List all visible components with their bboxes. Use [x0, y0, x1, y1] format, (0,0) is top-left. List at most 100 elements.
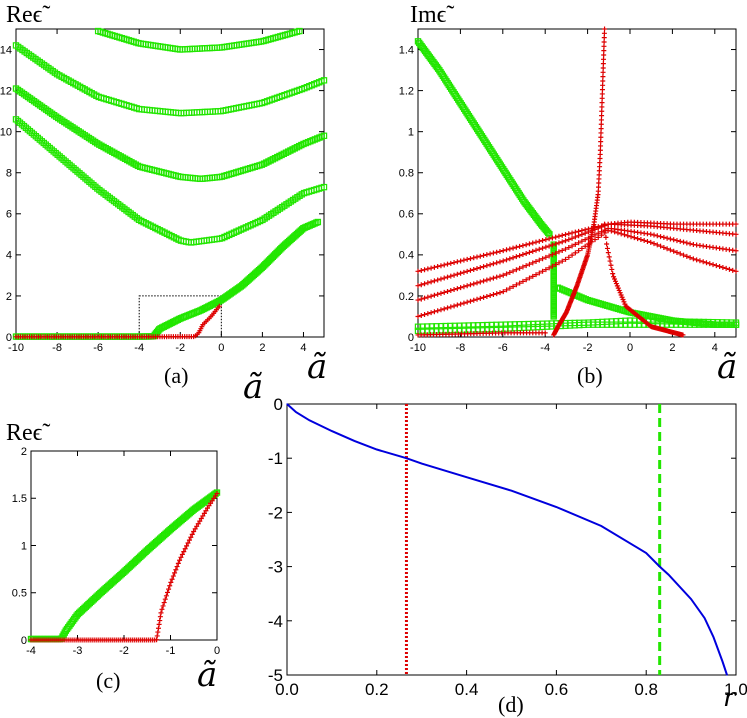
data-point	[74, 168, 81, 175]
data-point	[170, 573, 176, 579]
data-point	[726, 674, 728, 676]
data-point	[687, 255, 693, 261]
y-tick-label: 0	[274, 395, 283, 414]
data-point	[598, 143, 604, 149]
data-point	[536, 257, 542, 263]
data-point	[533, 272, 539, 278]
data-point	[592, 232, 598, 238]
data-point	[681, 239, 687, 245]
data-point	[599, 95, 605, 101]
data-point	[585, 235, 591, 241]
data-point	[592, 237, 598, 243]
data-point	[320, 183, 328, 191]
data-point	[597, 147, 603, 153]
data-point	[600, 65, 606, 71]
data-point	[504, 287, 510, 293]
data-point	[533, 239, 539, 245]
panel-b-label: (b)	[577, 363, 603, 388]
data-point	[600, 69, 606, 75]
panel-d-plot: 0.0 0.2 0.4 0.6 0.8 1.0 0 -1 -2 -3 -4 -5	[268, 395, 747, 699]
data-point	[431, 309, 437, 315]
data-point	[185, 540, 191, 546]
x-tick-label: -8	[456, 342, 466, 354]
data-point	[175, 560, 181, 566]
x-tick-label: -10	[8, 342, 24, 354]
data-point	[173, 567, 179, 573]
data-point	[690, 598, 692, 600]
series-red	[415, 221, 739, 289]
data-point	[458, 270, 464, 276]
data-point	[418, 313, 424, 319]
x-tick-label: 4	[712, 342, 718, 354]
data-point	[601, 35, 607, 41]
data-point	[487, 251, 493, 257]
data-point	[720, 264, 726, 270]
series-green	[12, 85, 328, 183]
data-point	[659, 566, 661, 568]
y-tick-label: -1	[268, 449, 283, 468]
data-point	[500, 258, 506, 264]
data-point	[477, 295, 483, 301]
data-point	[612, 276, 618, 282]
data-point	[422, 295, 428, 301]
data-point	[604, 241, 610, 247]
data-point	[42, 141, 49, 148]
data-point	[295, 411, 297, 413]
x-tick-label: -8	[52, 342, 62, 354]
data-point	[458, 301, 464, 307]
data-point	[546, 236, 552, 242]
series-red	[415, 228, 739, 319]
data-point	[159, 606, 165, 612]
data-point	[600, 82, 606, 88]
panel-b-ylabel: Imϵ̃	[410, 2, 454, 28]
data-point	[605, 250, 611, 256]
series-green	[27, 489, 221, 643]
y-tick-label: 0.8	[399, 168, 414, 180]
data-point	[614, 283, 620, 289]
data-point	[603, 234, 609, 240]
data-point	[530, 248, 536, 254]
data-point	[677, 238, 683, 244]
data-point	[22, 124, 30, 131]
data-point	[507, 269, 513, 275]
data-point	[510, 490, 513, 492]
data-point	[618, 292, 624, 298]
data-point	[497, 273, 503, 279]
data-point	[526, 249, 532, 255]
data-point	[161, 600, 167, 606]
data-point	[166, 586, 172, 592]
data-point	[177, 557, 183, 563]
data-point	[572, 250, 578, 256]
data-point	[431, 292, 437, 298]
data-point	[710, 262, 716, 268]
series-red	[415, 330, 548, 338]
data-point	[619, 294, 625, 300]
data-point	[607, 258, 613, 264]
data-point	[608, 262, 614, 268]
data-point	[546, 243, 552, 249]
data-point	[454, 286, 460, 292]
data-point	[451, 303, 457, 309]
data-point	[625, 233, 631, 239]
data-point	[645, 552, 647, 554]
data-point	[599, 232, 605, 238]
data-point	[445, 274, 451, 280]
data-point	[611, 274, 617, 280]
data-point	[540, 237, 546, 243]
data-point	[510, 245, 516, 251]
data-point	[184, 543, 190, 549]
y-tick-label: 8	[6, 168, 12, 180]
data-point	[445, 305, 451, 311]
data-point	[520, 264, 526, 270]
data-point	[451, 287, 457, 293]
data-point	[320, 132, 328, 139]
data-point	[697, 258, 703, 264]
y-tick-label: 1	[408, 127, 414, 139]
data-point	[600, 78, 606, 84]
data-point	[428, 265, 434, 271]
y-tick-label: 14	[0, 44, 12, 56]
data-point	[474, 266, 480, 272]
panel-d-label: (d)	[498, 692, 524, 717]
data-point	[612, 278, 618, 284]
